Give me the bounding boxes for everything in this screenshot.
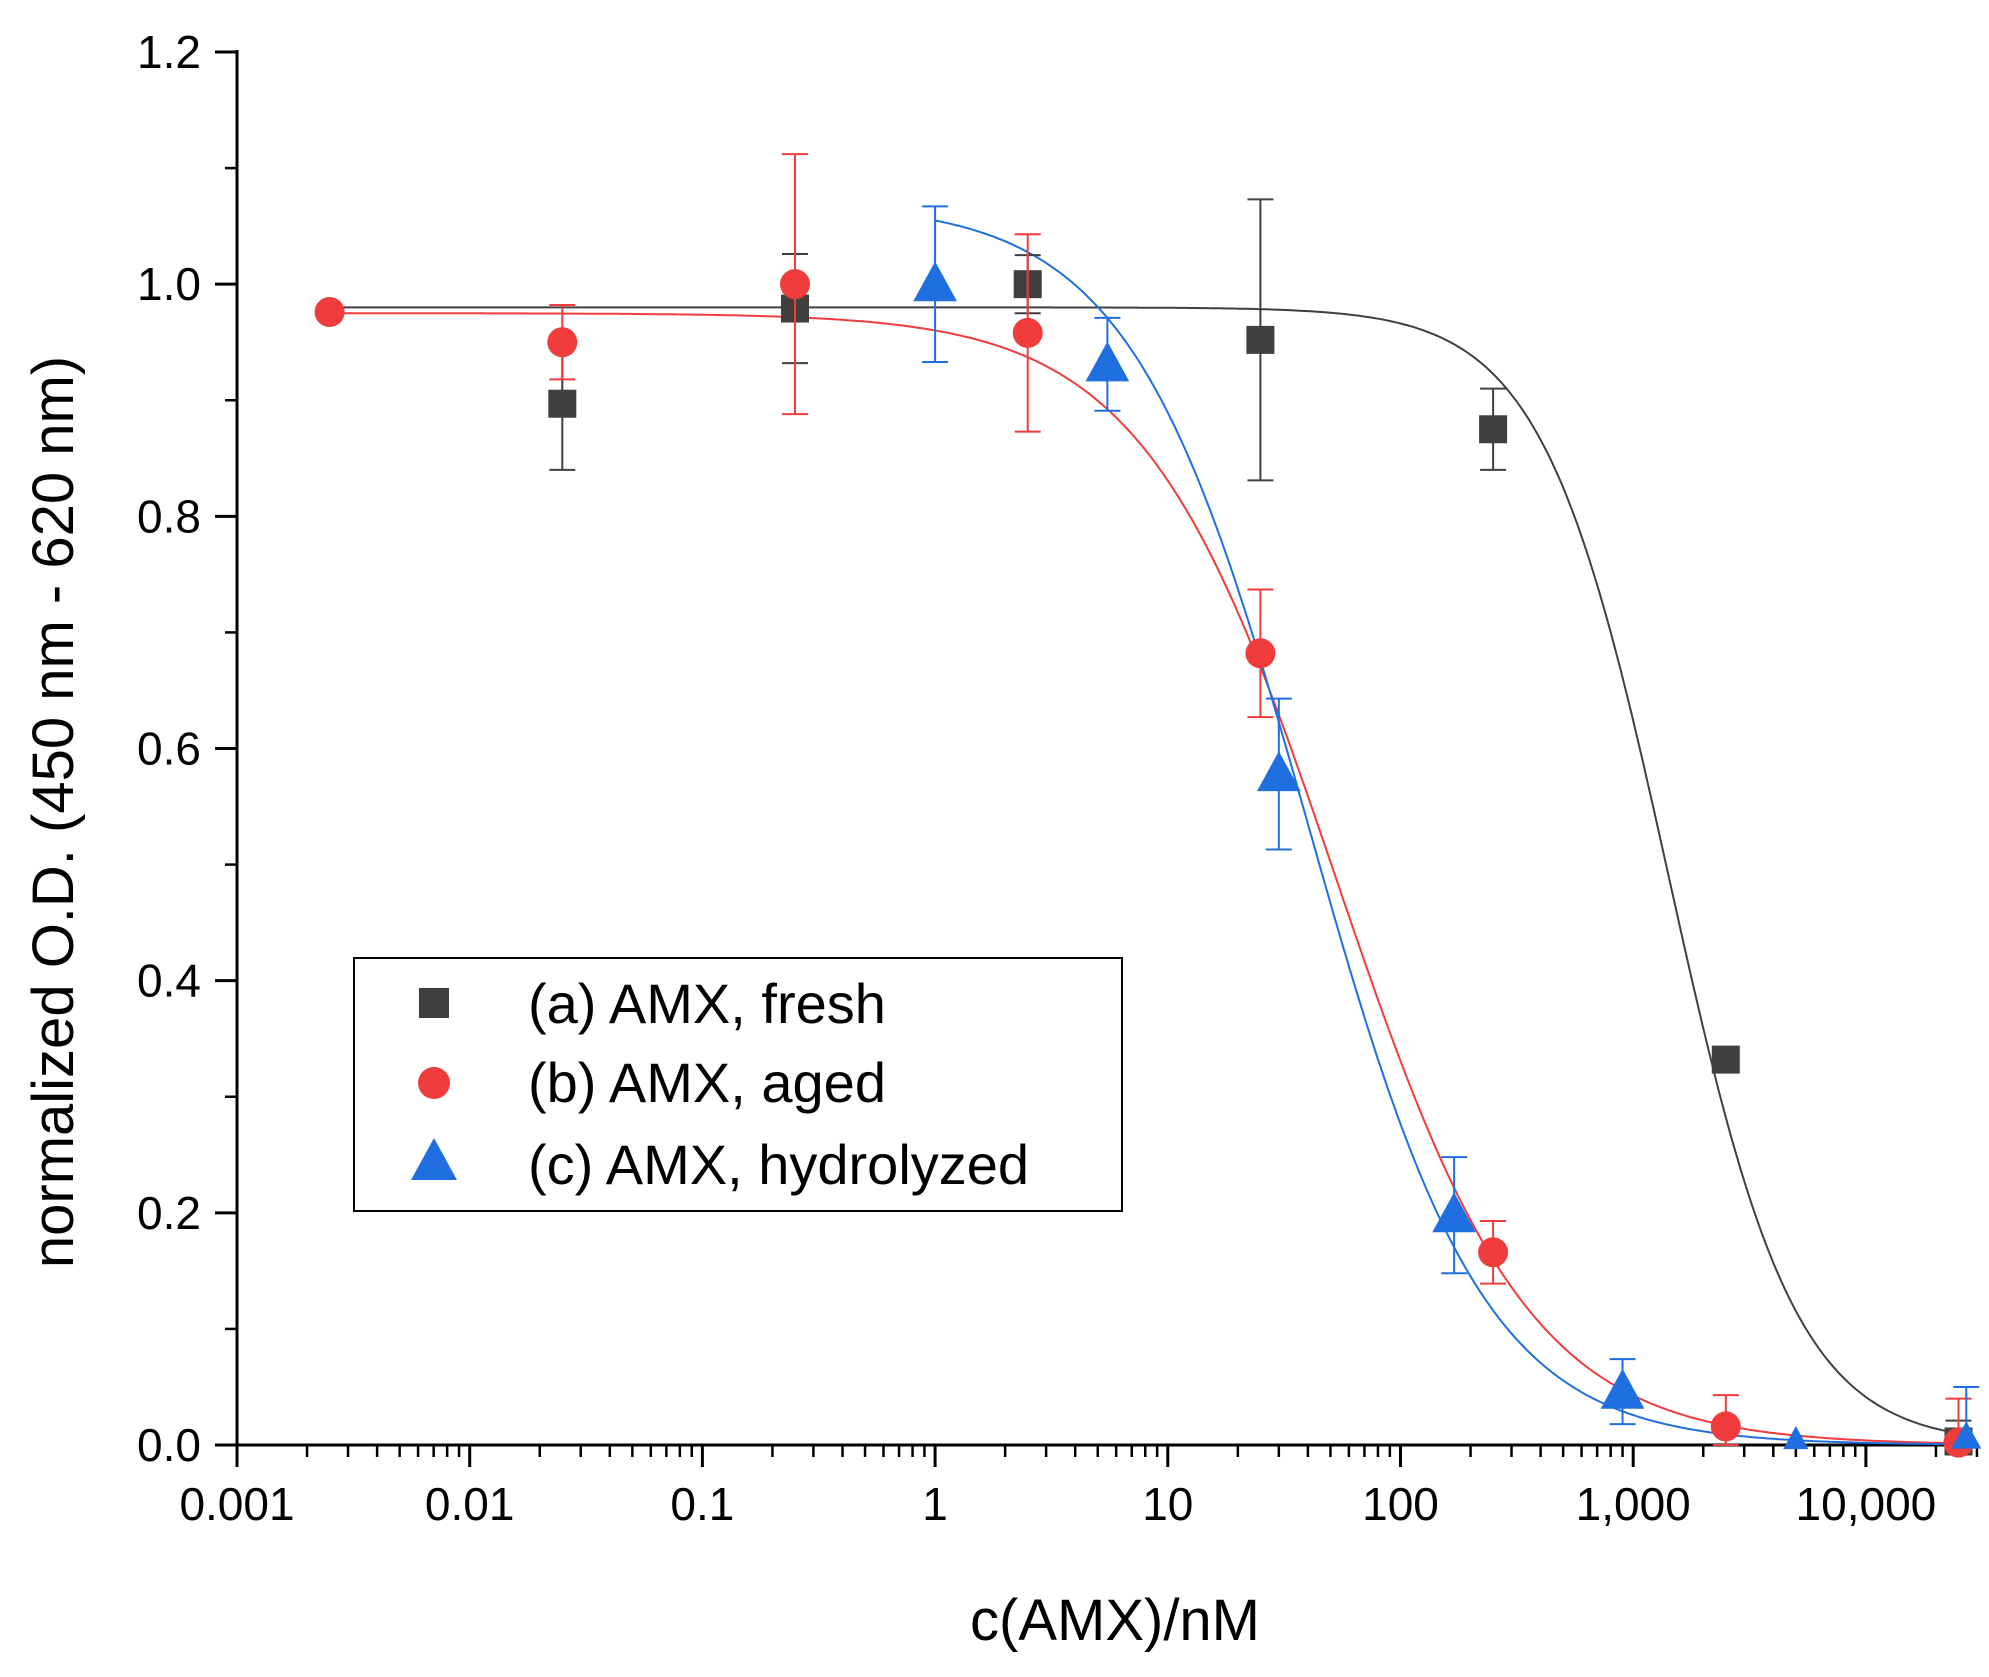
y-tick-label: 0.4 [137,955,201,1007]
x-tick-label: 10,000 [1796,1478,1937,1530]
data-point-circle [547,327,578,358]
legend-markers [411,988,457,1180]
legend-frame [353,957,1123,1212]
x-tick-label: 0.001 [179,1478,294,1530]
data-point-square [548,389,577,418]
y-tick-label: 0.6 [137,723,201,775]
data-point-circle [1478,1237,1509,1268]
data-point-circle [1012,317,1043,348]
y-tick-label: 0.8 [137,490,201,542]
data-point-triangle [1256,751,1301,792]
legend-marker-square [419,988,449,1018]
data-points [314,153,1982,1458]
data-point-triangle [913,261,957,302]
fit-curve-0 [329,306,1965,1436]
data-point-triangle [1951,1421,1982,1449]
x-tick-label: 0.1 [670,1478,734,1530]
y-tick-label: 1.2 [137,26,201,78]
x-tick-label: 0.01 [425,1478,515,1530]
axes: 0.001 0.01 0.1 1 10 100 1,000 10,000 0.0 0.2 0.4 0.… [137,26,1979,1530]
y-tick-label: 0.0 [137,1419,201,1471]
y-axis-label: normalized O.D. (450 nm - 620 nm) [21,356,86,1268]
data-point-triangle [1085,341,1130,382]
data-point-circle [780,269,811,300]
legend-entry-aged: (b) AMX, aged [528,1051,886,1114]
data-point-triangle [1600,1368,1645,1409]
data-point-triangle [1432,1192,1476,1233]
x-tick-label: 100 [1362,1478,1439,1530]
data-point-triangle [1783,1425,1809,1450]
legend-entry-fresh: (a) AMX, fresh [528,972,886,1035]
x-axis-label: c(AMX)/nM [970,1588,1260,1653]
legend: (a) AMX, fresh (b) AMX, aged (c) AMX, hy… [353,957,1123,1212]
data-point-circle [1245,638,1276,669]
x-tick-label: 10 [1142,1478,1193,1530]
fit-curve-1 [329,312,1965,1445]
fit-curve-2 [934,219,1964,1446]
data-point-square [1711,1045,1740,1074]
x-tick-label: 1 [922,1478,948,1530]
data-point-circle [1710,1411,1741,1442]
y-tick-label: 0.2 [137,1187,201,1239]
legend-marker-triangle [411,1138,457,1180]
legend-marker-circle [418,1067,450,1099]
data-point-circle [314,297,345,328]
y-tick-label: 1.0 [137,258,201,310]
data-point-square [1246,325,1275,354]
data-point-square [1479,415,1508,444]
x-tick-label: 1,000 [1576,1478,1691,1530]
legend-entry-hydrolyzed: (c) AMX, hydrolyzed [528,1133,1029,1196]
